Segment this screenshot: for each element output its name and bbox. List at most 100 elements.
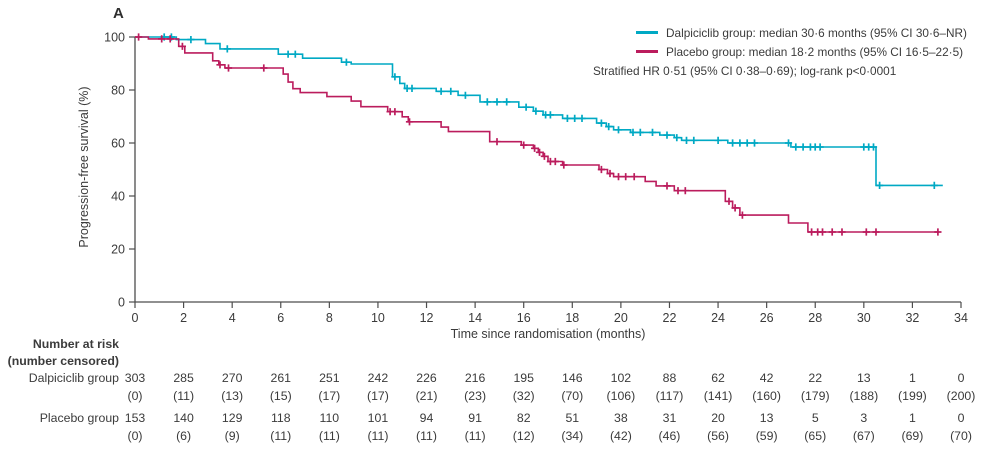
censor-mark <box>223 45 231 53</box>
censor-mark <box>714 136 722 144</box>
censor-mark <box>493 138 501 146</box>
censor-mark <box>690 136 698 144</box>
censor-mark <box>461 91 469 99</box>
censored-count: (17) <box>367 389 389 403</box>
y-tick-label: 20 <box>111 242 125 256</box>
censor-mark <box>869 143 878 151</box>
x-tick-label: 24 <box>711 311 725 325</box>
censor-mark <box>648 128 657 136</box>
censored-count: (69) <box>901 429 924 443</box>
censored-count: (6) <box>176 429 192 443</box>
censored-count: (34) <box>561 429 584 443</box>
censor-mark <box>437 87 445 95</box>
censor-mark <box>729 139 737 147</box>
censor-mark <box>934 228 942 236</box>
censor-mark <box>571 114 579 122</box>
risk-count: 110 <box>319 411 340 425</box>
risk-count: 31 <box>662 411 677 425</box>
censor-mark <box>799 143 807 151</box>
risk-count: 62 <box>711 371 725 385</box>
censored-count: (117) <box>655 389 684 403</box>
y-axis-title: Progression-free survival (%) <box>77 86 91 248</box>
censor-mark <box>178 42 186 50</box>
censored-count: (11) <box>173 389 195 403</box>
censor-mark <box>792 143 800 151</box>
risk-table-header-line1: Number at risk <box>32 337 119 351</box>
censor-mark <box>531 144 539 152</box>
risk-count: 0 <box>957 411 965 425</box>
censored-count: (160) <box>752 389 781 403</box>
censor-mark <box>738 211 746 219</box>
risk-count: 153 <box>124 411 146 425</box>
censored-count: (199) <box>898 389 927 403</box>
censored-count: (15) <box>269 389 292 403</box>
censor-mark <box>535 148 544 156</box>
censored-count: (179) <box>800 389 830 403</box>
censor-mark <box>408 84 416 92</box>
risk-count: 1 <box>908 411 916 425</box>
censor-mark <box>503 98 511 106</box>
censor-mark <box>681 187 689 195</box>
censor-mark <box>674 187 682 195</box>
x-tick-label: 6 <box>277 311 284 325</box>
censored-count: (0) <box>127 429 143 443</box>
risk-count: 13 <box>759 411 774 425</box>
x-tick-label: 14 <box>468 311 482 325</box>
censor-mark <box>546 111 554 119</box>
censor-mark <box>606 169 614 178</box>
censored-count: (42) <box>609 429 632 443</box>
x-tick-label: 28 <box>808 311 822 325</box>
censor-mark <box>731 204 739 212</box>
censor-mark <box>743 139 751 147</box>
censor-mark <box>930 181 938 189</box>
y-tick-label: 60 <box>111 136 125 150</box>
risk-count: 146 <box>562 371 583 385</box>
censored-count: (13) <box>221 389 244 403</box>
risk-count: 20 <box>711 411 725 425</box>
legend-dalpiciclib-label: Dalpiciclib group: median 30·6 months (9… <box>666 26 967 40</box>
risk-count: 94 <box>419 411 434 425</box>
censored-count: (0) <box>127 389 143 403</box>
risk-table-header-line2: (number censored) <box>7 353 119 368</box>
km-curve-placebo-group <box>135 36 940 233</box>
dalpiciclib-line-swatch <box>636 31 658 34</box>
risk-table-header: Number at risk (number censored) <box>0 336 119 369</box>
censor-mark <box>725 197 733 205</box>
risk-count: 101 <box>367 411 389 425</box>
censored-count: (11) <box>318 429 340 443</box>
x-tick-label: 30 <box>857 311 871 325</box>
censor-mark <box>405 118 414 126</box>
risk-count: 285 <box>173 371 194 385</box>
censor-mark <box>578 114 586 122</box>
censor-mark <box>158 35 166 43</box>
x-tick-label: 16 <box>517 311 531 325</box>
risk-count: 38 <box>614 411 628 425</box>
censor-mark <box>838 228 846 236</box>
censored-count: (17) <box>318 389 341 403</box>
legend-item-placebo: Placebo group: median 18·2 months (95% C… <box>593 43 967 62</box>
risk-count: 118 <box>270 411 291 425</box>
risk-count: 22 <box>808 371 823 385</box>
censored-count: (56) <box>707 429 729 443</box>
risk-count: 140 <box>173 411 194 425</box>
risk-count: 251 <box>319 371 340 385</box>
censor-mark <box>816 143 824 151</box>
censor-mark <box>818 228 827 236</box>
x-tick-label: 4 <box>229 311 236 325</box>
legend-stratified-note: Stratified HR 0·51 (95% CI 0·38–0·69); l… <box>593 64 897 78</box>
risk-count: 195 <box>513 371 534 385</box>
risk-count: 261 <box>270 371 292 385</box>
censor-mark <box>187 36 195 44</box>
censor-mark <box>862 228 870 236</box>
y-tick-label: 80 <box>111 83 125 97</box>
censor-mark <box>682 136 691 144</box>
risk-count: 88 <box>662 371 677 385</box>
censor-mark <box>673 134 681 142</box>
x-tick-label: 20 <box>614 311 628 325</box>
risk-count: 13 <box>856 371 871 385</box>
risk-count: 3 <box>860 411 868 425</box>
risk-count: 242 <box>367 371 389 385</box>
x-tick-label: 26 <box>760 311 774 325</box>
censor-mark <box>784 139 793 147</box>
censored-count: (65) <box>804 429 827 443</box>
